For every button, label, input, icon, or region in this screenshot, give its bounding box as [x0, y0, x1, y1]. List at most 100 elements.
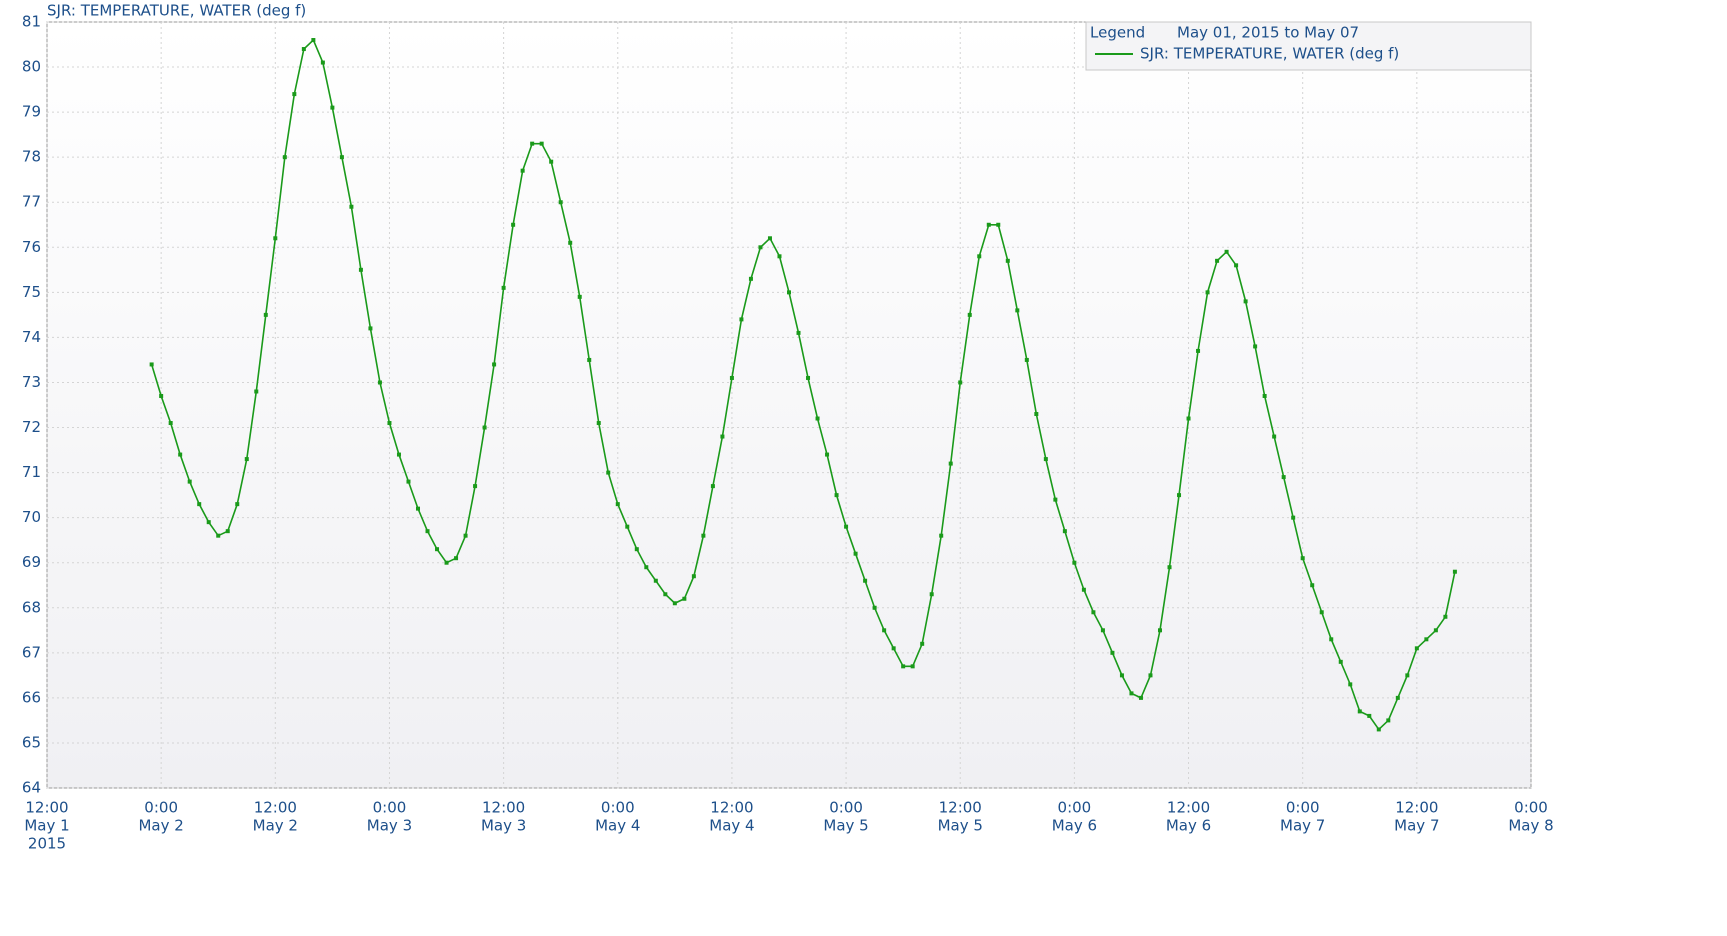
data-point: [729, 375, 734, 380]
data-point: [1405, 673, 1410, 678]
data-point: [1452, 569, 1457, 574]
y-tick-label: 64: [22, 779, 41, 797]
x-tick-label: May 4: [709, 817, 754, 835]
data-point: [663, 592, 668, 597]
data-point: [149, 362, 154, 367]
data-point: [691, 574, 696, 579]
data-point: [225, 529, 230, 534]
data-point: [834, 493, 839, 498]
data-point: [977, 254, 982, 259]
y-tick-label: 81: [22, 13, 41, 31]
x-tick-label: 12:00: [482, 799, 525, 817]
chart-title: SJR: TEMPERATURE, WATER (deg f): [47, 2, 306, 20]
data-point: [1300, 556, 1305, 561]
data-point: [1081, 587, 1086, 592]
data-point: [710, 484, 715, 489]
data-point: [216, 533, 221, 538]
data-point: [1272, 434, 1277, 439]
data-point: [1395, 695, 1400, 700]
x-tick-label: 0:00: [1286, 799, 1320, 817]
data-point: [425, 529, 430, 534]
y-tick-label: 77: [22, 193, 41, 211]
x-tick-label: May 5: [938, 817, 983, 835]
data-point: [720, 434, 725, 439]
data-point: [273, 236, 278, 241]
y-tick-label: 72: [22, 418, 41, 436]
data-point: [311, 38, 316, 43]
data-point: [682, 596, 687, 601]
x-tick-label: May 6: [1166, 817, 1211, 835]
x-tick-label: May 1: [24, 817, 69, 835]
data-point: [796, 330, 801, 335]
y-tick-label: 66: [22, 688, 41, 706]
data-point: [168, 421, 173, 426]
data-point: [1186, 416, 1191, 421]
data-point: [1443, 614, 1448, 619]
y-tick-label: 68: [22, 598, 41, 616]
data-point: [1119, 673, 1124, 678]
data-point: [1129, 691, 1134, 696]
data-point: [872, 605, 877, 610]
data-point: [463, 533, 468, 538]
data-point: [625, 524, 630, 529]
data-point: [815, 416, 820, 421]
data-point: [254, 389, 259, 394]
data-point: [1015, 308, 1020, 313]
data-point: [1110, 650, 1115, 655]
data-point: [644, 565, 649, 570]
data-point: [349, 204, 354, 209]
data-point: [235, 502, 240, 507]
y-tick-label: 71: [22, 463, 41, 481]
legend: Legend May 01, 2015 to May 07 SJR: TEMPE…: [1085, 21, 1532, 71]
data-point: [492, 362, 497, 367]
data-point: [844, 524, 849, 529]
x-tick-label: May 6: [1052, 817, 1097, 835]
data-point: [863, 578, 868, 583]
y-tick-label: 69: [22, 553, 41, 571]
data-point: [1053, 497, 1058, 502]
data-point: [473, 484, 478, 489]
data-point: [577, 294, 582, 299]
data-point: [1062, 529, 1067, 534]
data-point: [1091, 610, 1096, 615]
y-tick-label: 75: [22, 283, 41, 301]
data-point: [244, 457, 249, 462]
data-point: [1148, 673, 1153, 678]
data-point: [482, 425, 487, 430]
data-point: [606, 470, 611, 475]
x-tick-label: 12:00: [710, 799, 753, 817]
data-point: [806, 375, 811, 380]
x-tick-label: 0:00: [1058, 799, 1092, 817]
data-point: [282, 155, 287, 160]
data-point: [1386, 718, 1391, 723]
data-point: [539, 141, 544, 146]
data-point: [1357, 709, 1362, 714]
data-point: [1234, 263, 1239, 268]
data-point: [587, 357, 592, 362]
legend-title: Legend: [1090, 24, 1145, 42]
x-tick-label: 0:00: [829, 799, 863, 817]
data-point: [1158, 628, 1162, 633]
data-point: [558, 200, 563, 205]
y-tick-label: 80: [22, 58, 41, 76]
data-point: [292, 92, 297, 97]
y-tick-label: 67: [22, 643, 41, 661]
data-point: [1224, 249, 1229, 254]
data-point: [339, 155, 344, 160]
x-tick-label: May 7: [1280, 817, 1325, 835]
data-point: [197, 502, 202, 507]
x-tick-label: May 3: [481, 817, 526, 835]
data-point: [1433, 628, 1438, 633]
data-point: [929, 592, 934, 597]
data-point: [1138, 695, 1143, 700]
data-point: [1319, 610, 1324, 615]
data-point: [187, 479, 192, 484]
data-point: [1338, 659, 1343, 664]
y-tick-label: 76: [22, 238, 41, 256]
data-point: [435, 547, 440, 552]
data-point: [920, 641, 925, 646]
data-point: [1367, 713, 1372, 718]
data-point: [178, 452, 183, 457]
data-point: [777, 254, 782, 259]
